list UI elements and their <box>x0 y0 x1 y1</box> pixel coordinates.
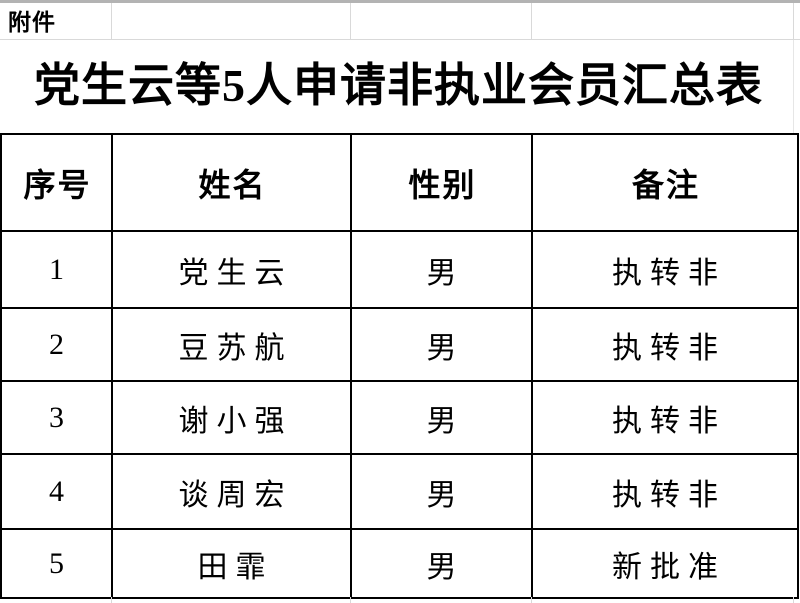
cell-no: 3 <box>0 380 113 455</box>
column-header-gender: 性别 <box>350 133 533 232</box>
cell-name: 豆苏航 <box>111 307 352 382</box>
table-row: 4 谈周宏 男 执转非 <box>0 453 799 530</box>
gridline-vertical <box>793 40 794 133</box>
column-header-no: 序号 <box>0 133 113 232</box>
column-header-remark: 备注 <box>531 133 799 232</box>
title-band: 党生云等5人申请非执业会员汇总表 <box>0 39 797 133</box>
cell-gender: 男 <box>350 307 533 382</box>
cell-gender: 男 <box>350 453 533 530</box>
table-row: 5 田霏 男 新批准 <box>0 528 799 599</box>
cell-remark: 执转非 <box>531 453 799 530</box>
table-header-row: 序号 姓名 性别 备注 <box>0 133 799 232</box>
cell-gender: 男 <box>350 230 533 309</box>
table-row: 1 党生云 男 执转非 <box>0 230 799 309</box>
gridline-vertical <box>350 597 351 603</box>
cell-no: 5 <box>0 528 113 599</box>
cell-remark: 执转非 <box>531 380 799 455</box>
cell-gender: 男 <box>350 528 533 599</box>
table-row: 2 豆苏航 男 执转非 <box>0 307 799 382</box>
gridline-vertical <box>531 597 532 603</box>
cell-no: 4 <box>0 453 113 530</box>
cell-name: 谢小强 <box>111 380 352 455</box>
gridline-vertical <box>793 597 794 603</box>
page-title: 党生云等5人申请非执业会员汇总表 <box>34 60 763 111</box>
attachment-label: 附件 <box>8 9 56 35</box>
sheet-top-edge <box>0 0 800 3</box>
column-header-name: 姓名 <box>111 133 352 232</box>
cell-remark: 执转非 <box>531 230 799 309</box>
gridline-horizontal <box>0 39 800 40</box>
gridline-vertical <box>793 3 794 39</box>
summary-table: 序号 姓名 性别 备注 1 党生云 男 执转非 2 豆苏航 男 执转非 3 谢小… <box>0 133 799 599</box>
cell-name: 谈周宏 <box>111 453 352 530</box>
gridline-vertical <box>531 3 532 39</box>
cell-no: 1 <box>0 230 113 309</box>
gridline-vertical <box>111 3 112 39</box>
cell-remark: 执转非 <box>531 307 799 382</box>
cell-name: 田霏 <box>111 528 352 599</box>
cell-no: 2 <box>0 307 113 382</box>
cell-name: 党生云 <box>111 230 352 309</box>
cell-remark: 新批准 <box>531 528 799 599</box>
gridline-vertical <box>350 3 351 39</box>
cell-gender: 男 <box>350 380 533 455</box>
gridline-vertical <box>111 597 112 603</box>
table-row: 3 谢小强 男 执转非 <box>0 380 799 455</box>
